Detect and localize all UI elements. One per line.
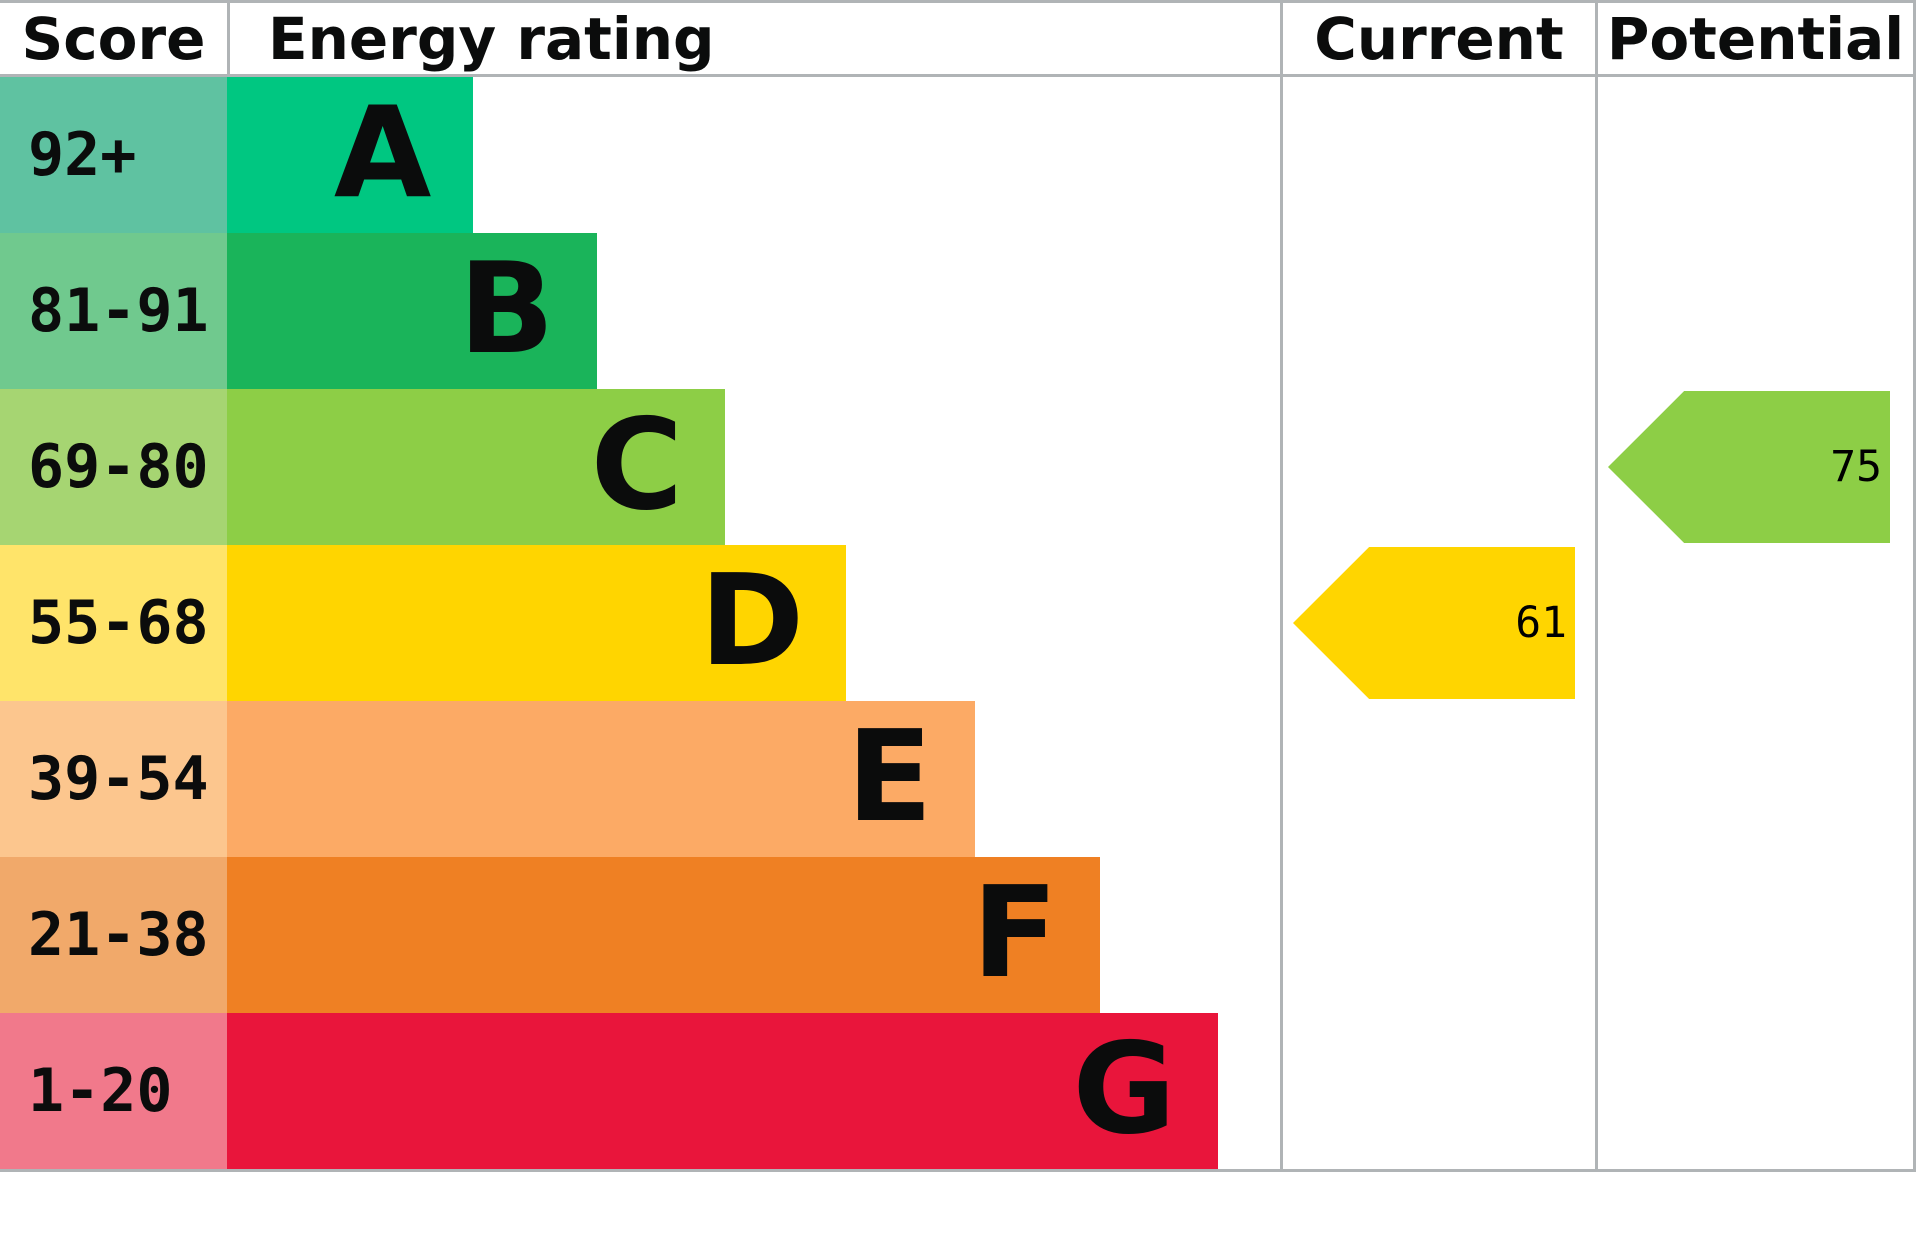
score-range-b: 81-91 [0, 233, 227, 389]
band-bar-c: C [227, 389, 726, 545]
band-letter-a: A [333, 79, 432, 226]
potential-cell-a [1595, 77, 1916, 233]
potential-cell-d [1595, 545, 1916, 701]
band-letter-g: G [1072, 1015, 1176, 1162]
band-letter-b: B [458, 235, 555, 382]
current-rating-arrow: 61 [1293, 547, 1575, 699]
current-cell-g [1280, 1013, 1595, 1169]
current-cell-b [1280, 233, 1595, 389]
score-range-c: 69-80 [0, 389, 227, 545]
band-row-a: 92+ A [0, 77, 1916, 233]
band-row-c: 69-80 C 75 [0, 389, 1916, 545]
band-bar-e: E [227, 701, 975, 857]
potential-cell-f [1595, 857, 1916, 1013]
current-column-header: Current [1280, 3, 1595, 74]
potential-cell-c: 75 [1595, 389, 1916, 545]
score-range-a: 92+ [0, 77, 227, 233]
band-row-f: 21-38 F [0, 857, 1916, 1013]
potential-rating-value: 75 [1830, 441, 1882, 492]
potential-cell-g [1595, 1013, 1916, 1169]
potential-rating-arrow: 75 [1608, 391, 1890, 543]
band-letter-f: F [971, 859, 1058, 1006]
score-column-header: Score [21, 4, 206, 73]
current-cell-a [1280, 77, 1595, 233]
score-range-d: 55-68 [0, 545, 227, 701]
current-cell-e [1280, 701, 1595, 857]
current-cell-c [1280, 389, 1595, 545]
current-rating-value: 61 [1515, 597, 1567, 648]
band-bar-b: B [227, 233, 597, 389]
potential-cell-e [1595, 701, 1916, 857]
band-letter-c: C [590, 391, 684, 538]
current-cell-f [1280, 857, 1595, 1013]
band-row-d: 55-68 D 61 [0, 545, 1916, 701]
band-row-e: 39-54 E [0, 701, 1916, 857]
band-bar-a: A [227, 77, 474, 233]
band-row-b: 81-91 B [0, 233, 1916, 389]
epc-rating-chart: Score Energy rating Current Potential 92… [0, 0, 1916, 1172]
potential-cell-b [1595, 233, 1916, 389]
chart-header-row: Score Energy rating Current Potential [0, 3, 1916, 77]
current-cell-d: 61 [1280, 545, 1595, 701]
energy-rating-column-header: Energy rating [227, 3, 1280, 74]
score-range-e: 39-54 [0, 701, 227, 857]
potential-column-header: Potential [1595, 3, 1916, 74]
band-bar-f: F [227, 857, 1100, 1013]
band-bar-d: D [227, 545, 847, 701]
band-bar-g: G [227, 1013, 1218, 1169]
band-letter-e: E [846, 703, 933, 850]
band-letter-d: D [699, 547, 805, 694]
band-row-g: 1-20 G [0, 1013, 1916, 1169]
score-range-g: 1-20 [0, 1013, 227, 1169]
score-range-f: 21-38 [0, 857, 227, 1013]
